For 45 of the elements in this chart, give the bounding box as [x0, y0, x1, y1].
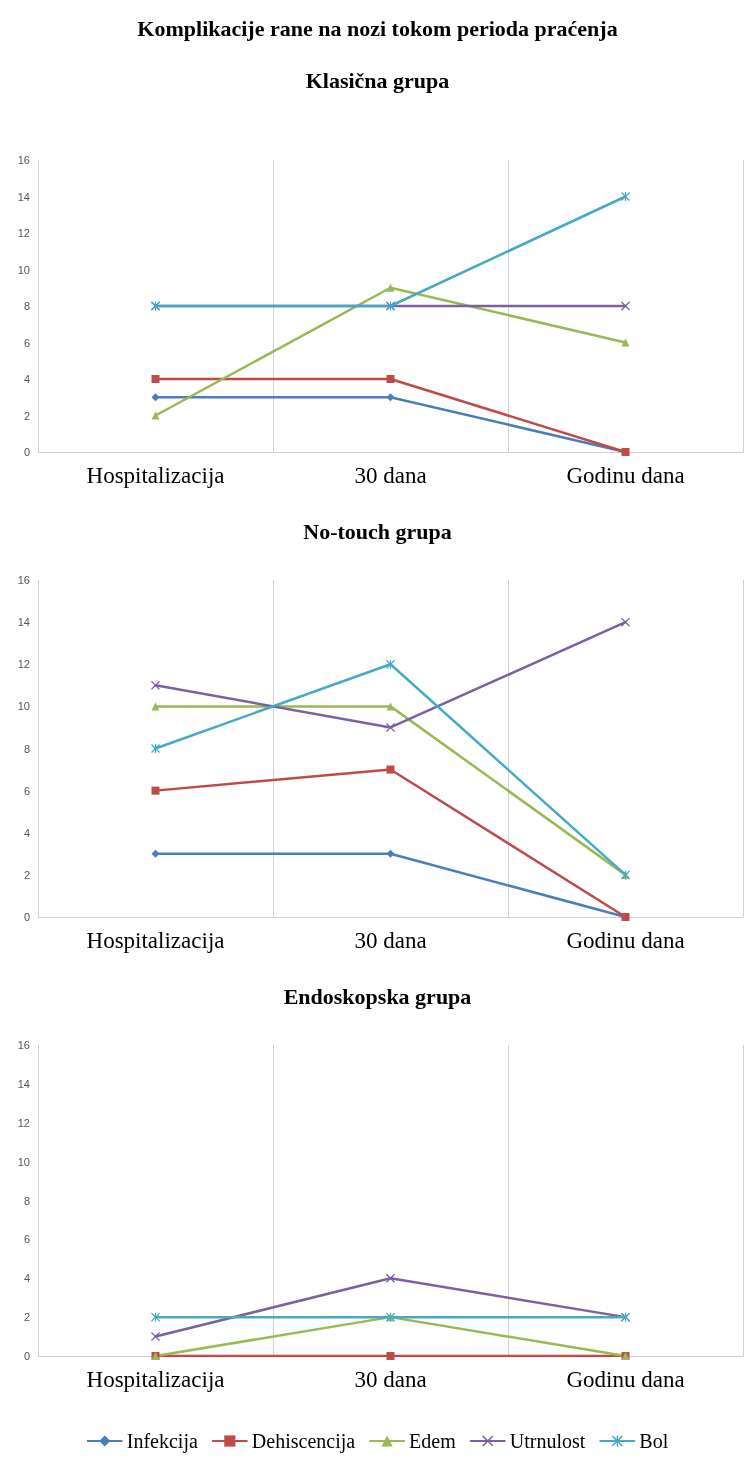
y-tick-label: 14: [17, 616, 30, 629]
y-tick-label: 12: [17, 227, 30, 239]
legend-label: Bol: [639, 1430, 669, 1452]
x-tick-label: Godinu dana: [566, 463, 685, 488]
y-tick-label: 2: [23, 868, 30, 881]
x-tick-label: Hospitalizacija: [86, 463, 225, 488]
y-tick-label: 16: [17, 1039, 30, 1051]
y-tick-label: 6: [23, 784, 30, 797]
legend-label: Edem: [409, 1430, 457, 1452]
x-tick-label: Hospitalizacija: [86, 1367, 225, 1392]
x-tick-label: 30 dana: [354, 1367, 427, 1392]
x-tick-label: Hospitalizacija: [86, 928, 225, 953]
y-tick-label: 2: [23, 1311, 30, 1324]
chart-title: Komplikacije rane na nozi tokom perioda praćenja: [137, 15, 618, 41]
x-tick-label: 30 dana: [354, 928, 427, 953]
y-tick-label: 8: [23, 1194, 30, 1207]
y-tick-label: 16: [17, 574, 30, 586]
y-tick-label: 4: [23, 826, 30, 839]
chart-subtitle: Klasična grupa: [305, 67, 450, 93]
x-tick-label: Godinu dana: [566, 1367, 685, 1392]
y-tick-label: 14: [17, 190, 30, 203]
x-tick-label: Godinu dana: [566, 928, 685, 953]
y-tick-label: 0: [23, 911, 30, 923]
chart-title: Endoskopska grupa: [283, 983, 472, 1009]
legend-label: Infekcija: [126, 1430, 198, 1453]
y-tick-label: 10: [17, 700, 30, 713]
y-tick-label: 0: [23, 446, 30, 458]
y-tick-label: 6: [23, 1233, 30, 1246]
chart-title: No-touch grupa: [303, 518, 452, 544]
y-tick-label: 6: [23, 336, 30, 349]
legend-label: Utrnulost: [509, 1430, 586, 1452]
y-tick-label: 4: [23, 373, 30, 385]
y-tick-label: 4: [23, 1272, 30, 1285]
y-tick-label: 8: [23, 742, 30, 755]
y-tick-label: 0: [23, 1350, 30, 1362]
y-tick-label: 12: [17, 658, 30, 671]
y-tick-label: 10: [17, 1155, 30, 1168]
y-tick-label: 16: [17, 154, 30, 166]
legend-label: Dehiscencija: [251, 1430, 356, 1453]
y-tick-label: 10: [17, 263, 30, 276]
y-tick-label: 14: [17, 1077, 30, 1090]
y-tick-label: 12: [17, 1116, 30, 1129]
y-tick-label: 8: [23, 300, 30, 312]
y-tick-label: 2: [23, 409, 30, 422]
x-tick-label: 30 dana: [354, 463, 427, 488]
